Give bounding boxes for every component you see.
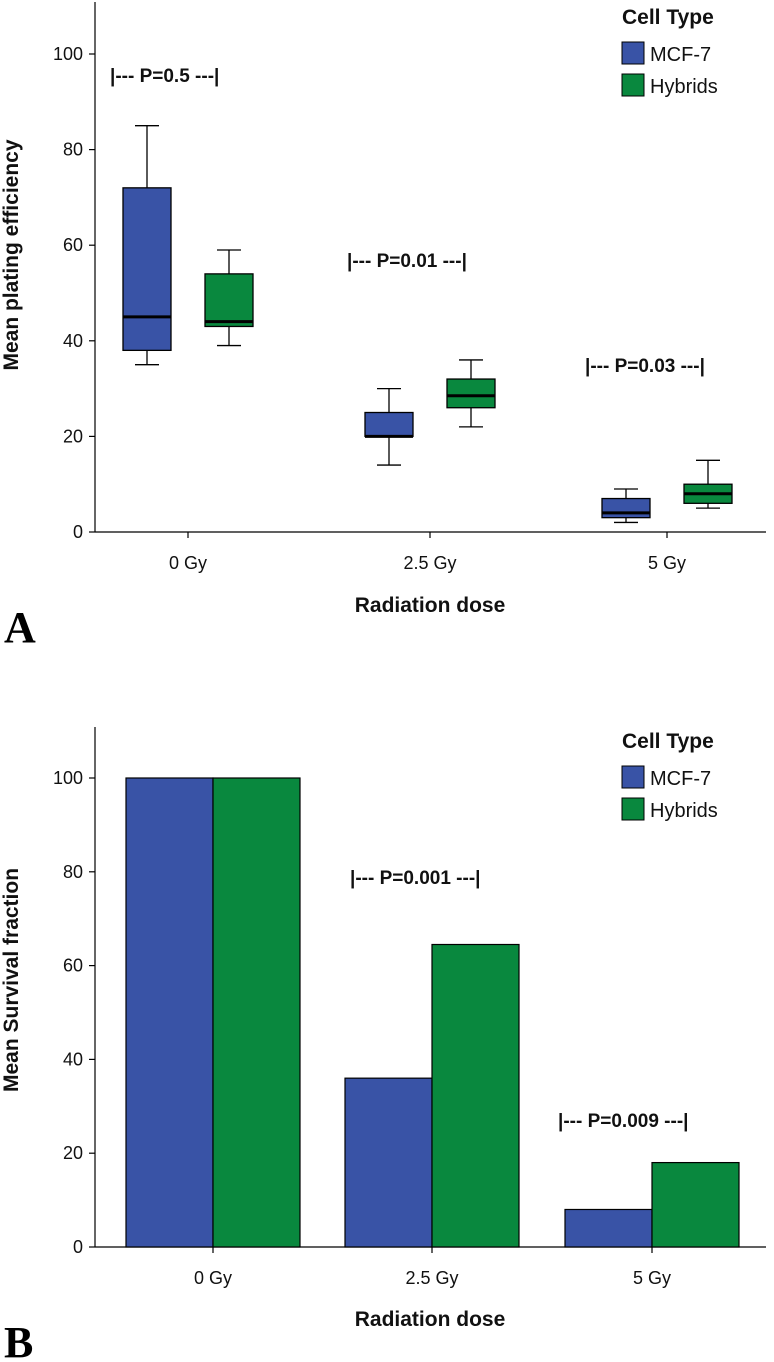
panel-a-x-tick-label: 5 Gy <box>648 553 686 573</box>
box-hybrids-2 <box>683 459 733 509</box>
bar-mcf7-0 <box>125 777 214 1248</box>
panel-b-legend-label-mcf7: MCF-7 <box>650 768 711 790</box>
panel-a-y-tick-label: 20 <box>63 426 83 446</box>
panel-a-label: A <box>4 603 36 652</box>
bar-hybrids-1 <box>431 943 520 1248</box>
panel-b-x-tick-label: 5 Gy <box>633 1268 671 1288</box>
box-mcf7-0 <box>122 125 172 366</box>
bar-hybrids-0 <box>212 777 301 1248</box>
panel-b-y-tick-label: 80 <box>63 862 83 882</box>
box-mcf7-1 <box>364 387 414 466</box>
box-mcf7-2 <box>601 488 651 524</box>
panel-a-y-axis-label: Mean plating efficiency <box>0 139 23 370</box>
panel-a-x-axis-label: Radiation dose <box>355 594 506 617</box>
panel-a-y-tick-label: 100 <box>53 44 83 64</box>
panel-a-legend-swatch-mcf7 <box>621 41 645 65</box>
box-iqr <box>446 378 496 409</box>
panel-a-chart: 0 20 40 60 80 100 0 Gy 2.5 Gy 5 Gy Mean plating… <box>0 2 766 652</box>
panel-b-x-tick-label: 0 Gy <box>194 1268 232 1288</box>
panel-a-x-tick-label: 2.5 Gy <box>403 553 456 573</box>
panel-b-y-ticks: 0 20 40 60 80 100 <box>53 768 95 1257</box>
panel-a-y-ticks: 0 20 40 60 80 100 <box>53 44 95 542</box>
panel-a-boxes <box>122 125 733 524</box>
bar-mcf7-1 <box>344 1077 433 1248</box>
panel-a-legend: Cell Type MCF-7 Hybrids <box>621 6 718 98</box>
panel-a-legend-swatch-hybrids <box>621 73 645 97</box>
panel-a-annotation-5gy: |--- P=0.03 ---| <box>585 356 705 377</box>
panel-b-legend-swatch-hybrids <box>621 797 645 821</box>
panel-b-y-tick-label: 100 <box>53 768 83 788</box>
panel-b-x-axis-label: Radiation dose <box>355 1308 506 1331</box>
panel-b-legend-swatch-mcf7 <box>621 765 645 789</box>
panel-b-legend-label-hybrids: Hybrids <box>650 800 718 822</box>
box-iqr <box>601 497 651 519</box>
panel-a-annotation-2-5gy: |--- P=0.01 ---| <box>347 251 467 272</box>
panel-b-legend-title: Cell Type <box>622 730 714 753</box>
box-iqr <box>204 273 254 328</box>
panel-b-y-tick-label: 40 <box>63 1049 83 1069</box>
panel-b-annotation-2-5gy: |--- P=0.001 ---| <box>350 868 480 889</box>
panel-b-annotation-5gy: |--- P=0.009 ---| <box>558 1111 688 1132</box>
panel-b-legend: Cell Type MCF-7 Hybrids <box>621 730 718 822</box>
panel-a-x-ticks: 0 Gy 2.5 Gy 5 Gy <box>169 532 686 573</box>
panel-a-y-tick-label: 60 <box>63 235 83 255</box>
panel-a-annotation-0gy: |--- P=0.5 ---| <box>110 66 219 87</box>
panel-a-legend-label-hybrids: Hybrids <box>650 76 718 98</box>
panel-b-label: B <box>4 1318 33 1362</box>
panel-a-legend-title: Cell Type <box>622 6 714 29</box>
panel-a-legend-label-mcf7: MCF-7 <box>650 44 711 66</box>
panel-a-x-tick-label: 0 Gy <box>169 553 207 573</box>
box-hybrids-0 <box>204 249 254 347</box>
panel-a-y-tick-label: 80 <box>63 140 83 160</box>
box-iqr <box>364 411 414 438</box>
bar-hybrids-2 <box>651 1161 740 1248</box>
panel-a-y-tick-label: 0 <box>73 522 83 542</box>
panel-b-x-tick-label: 2.5 Gy <box>405 1268 458 1288</box>
panel-b-y-axis-label: Mean Survival fraction <box>0 868 23 1092</box>
panel-a-y-tick-label: 40 <box>63 331 83 351</box>
panel-b-y-tick-label: 60 <box>63 956 83 976</box>
panel-b-x-ticks: 0 Gy 2.5 Gy 5 Gy <box>194 1247 671 1288</box>
panel-b-bars <box>125 777 740 1248</box>
panel-b-y-tick-label: 20 <box>63 1143 83 1163</box>
panel-b-chart: 0 20 40 60 80 100 0 Gy 2.5 Gy 5 Gy Mean Surviva… <box>0 727 766 1362</box>
bar-mcf7-2 <box>564 1208 653 1248</box>
panel-b-y-tick-label: 0 <box>73 1237 83 1257</box>
box-iqr <box>122 187 172 352</box>
box-hybrids-1 <box>446 359 496 428</box>
